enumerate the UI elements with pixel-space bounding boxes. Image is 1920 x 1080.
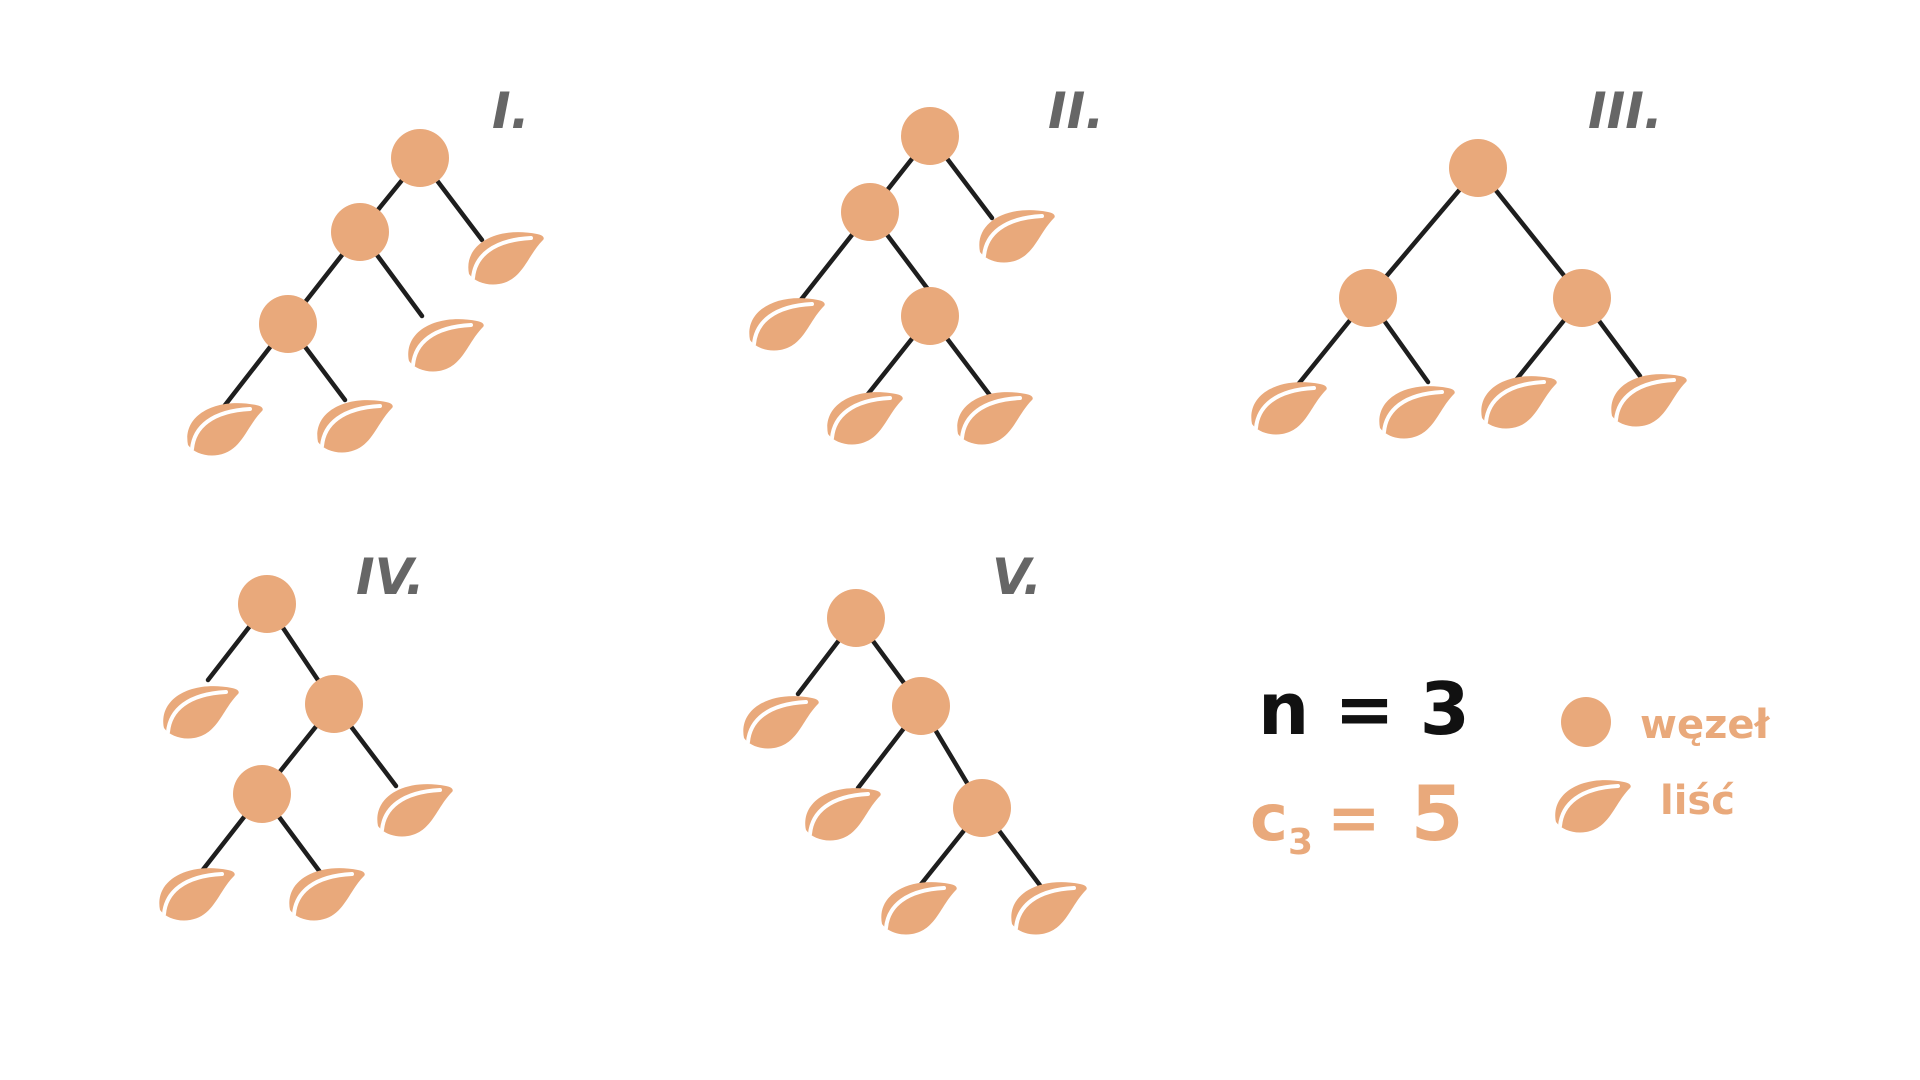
leaf-icon [406,317,486,374]
legend-node-label: węzeł [1640,702,1770,748]
formula-c-value: 5 [1411,769,1464,858]
node-icon [892,677,950,735]
legend-leaf-icon [1553,778,1633,835]
tree-3-label: III. [1588,82,1663,140]
leaf-icon [1249,380,1329,437]
node-icon [901,107,959,165]
leaf-icon [287,866,367,923]
leaf-icon [747,296,827,353]
tree-1-label: I. [492,82,530,140]
leaf-icon [375,782,455,839]
leaf-icon [803,786,883,843]
tree-5-label: V. [992,548,1042,606]
formula-n: n = 3 [1258,667,1470,751]
leaf-icon [955,390,1035,447]
leaf-icon [1377,384,1457,441]
leaf-icon [879,880,959,937]
node-icon [1339,269,1397,327]
tree-4: IV. [157,548,455,923]
node-icon [827,589,885,647]
node-icon [391,129,449,187]
node-icon [305,675,363,733]
leaf-icon [161,684,241,741]
node-icon [331,203,389,261]
leaf-icon [157,866,237,923]
leaf-icon [825,390,905,447]
node-icon [233,765,291,823]
legend: węzeł liść [1553,697,1770,835]
formula-c-equals: = [1327,782,1381,856]
tree-5: V. [741,548,1089,937]
tree-1: I. [185,82,546,458]
formula-c-subscript: 3 [1288,822,1313,863]
leaf-icon [1009,880,1089,937]
tree-2-label: II. [1048,82,1104,140]
leaf-icon [185,401,265,458]
node-icon [953,779,1011,837]
node-icon [238,575,296,633]
formula: n = 3 c3 = 5 [1250,667,1470,863]
node-icon [259,295,317,353]
node-icon [901,287,959,345]
node-icon [1449,139,1507,197]
tree-3: III. [1249,82,1689,441]
tree-2: II. [747,82,1104,447]
leaf-icon [1609,372,1689,429]
formula-c-symbol: c [1250,782,1288,856]
formula-c: c3 = 5 [1250,769,1464,863]
node-icon [1553,269,1611,327]
leaf-icon [741,694,821,751]
legend-leaf-label: liść [1660,778,1735,824]
tree-4-label: IV. [356,548,425,606]
leaf-icon [315,398,395,455]
node-icon [841,183,899,241]
leaf-icon [1479,374,1559,431]
legend-node-icon [1561,697,1611,747]
